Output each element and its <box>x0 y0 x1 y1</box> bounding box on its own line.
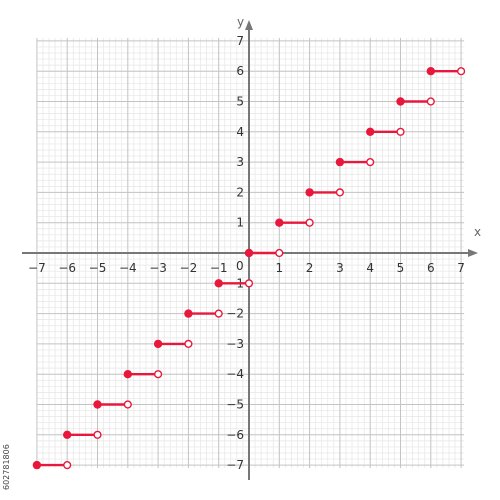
y-tick-label: 6 <box>236 64 244 78</box>
y-axis-label: y <box>237 15 244 29</box>
open-endpoint <box>426 97 435 106</box>
open-endpoint <box>396 127 405 136</box>
open-endpoint <box>123 400 132 409</box>
open-endpoint <box>184 339 193 349</box>
open-endpoint <box>305 218 314 227</box>
open-endpoint <box>154 370 163 379</box>
y-tick-label: 7 <box>236 34 244 48</box>
open-endpoint <box>335 188 345 197</box>
closed-endpoint <box>184 309 193 318</box>
closed-endpoint <box>153 339 163 349</box>
open-endpoint <box>93 430 102 439</box>
closed-endpoint <box>275 218 284 227</box>
closed-endpoint <box>214 279 223 288</box>
closed-endpoint <box>123 370 132 379</box>
x-axis-label: x <box>474 225 481 239</box>
closed-endpoint <box>244 248 254 258</box>
y-tick-label: 5 <box>236 95 244 109</box>
x-tick-label: 3 <box>336 261 344 275</box>
y-tick-label: −4 <box>226 367 244 381</box>
closed-endpoint <box>32 460 42 470</box>
y-tick-label: −7 <box>226 458 244 472</box>
open-endpoint <box>275 248 284 258</box>
closed-endpoint <box>305 188 314 197</box>
open-endpoint <box>366 158 375 167</box>
tick-labels: −7 −6 −5 −4 −3 −2 −1 1 2 3 4 5 6 77654321−1−2−3−4−5−6… <box>28 34 465 472</box>
closed-endpoint <box>426 67 435 76</box>
x-tick-label: 5 <box>397 261 405 275</box>
y-tick-label: 2 <box>236 185 244 199</box>
closed-endpoint <box>62 430 72 439</box>
x-tick-label: −7 <box>28 261 46 275</box>
x-tick-label: 7 <box>457 261 465 275</box>
x-tick-label: −1 <box>210 261 228 275</box>
y-tick-label: 1 <box>236 216 244 230</box>
x-tick-label: −4 <box>119 261 137 275</box>
y-tick-label: −6 <box>226 428 244 442</box>
closed-endpoint <box>335 157 345 167</box>
x-tick-label: −6 <box>58 261 76 275</box>
x-axis-arrow <box>468 249 478 257</box>
x-tick-label: 4 <box>366 261 374 275</box>
y-tick-label: −2 <box>226 307 244 321</box>
y-tick-label: −3 <box>226 337 244 351</box>
y-tick-label: 3 <box>236 155 244 169</box>
x-tick-label: 2 <box>306 261 314 275</box>
open-endpoint <box>457 67 466 76</box>
x-tick-label: −5 <box>89 261 107 275</box>
series-step <box>32 67 466 470</box>
open-endpoint <box>244 279 254 288</box>
x-tick-label: −2 <box>180 261 198 275</box>
closed-endpoint <box>93 400 102 409</box>
x-tick-label: −3 <box>149 261 167 275</box>
open-endpoint <box>63 461 72 470</box>
origin-label: 0 <box>236 259 244 273</box>
y-tick-label: 4 <box>236 125 244 139</box>
closed-endpoint <box>396 97 405 106</box>
y-tick-label: −5 <box>226 398 244 412</box>
y-axis-arrow <box>245 20 253 30</box>
open-endpoint <box>214 309 223 318</box>
watermark-id: 602781806 <box>2 444 11 490</box>
closed-endpoint <box>366 127 375 136</box>
x-tick-label: 6 <box>427 261 435 275</box>
x-tick-label: 1 <box>275 261 283 275</box>
